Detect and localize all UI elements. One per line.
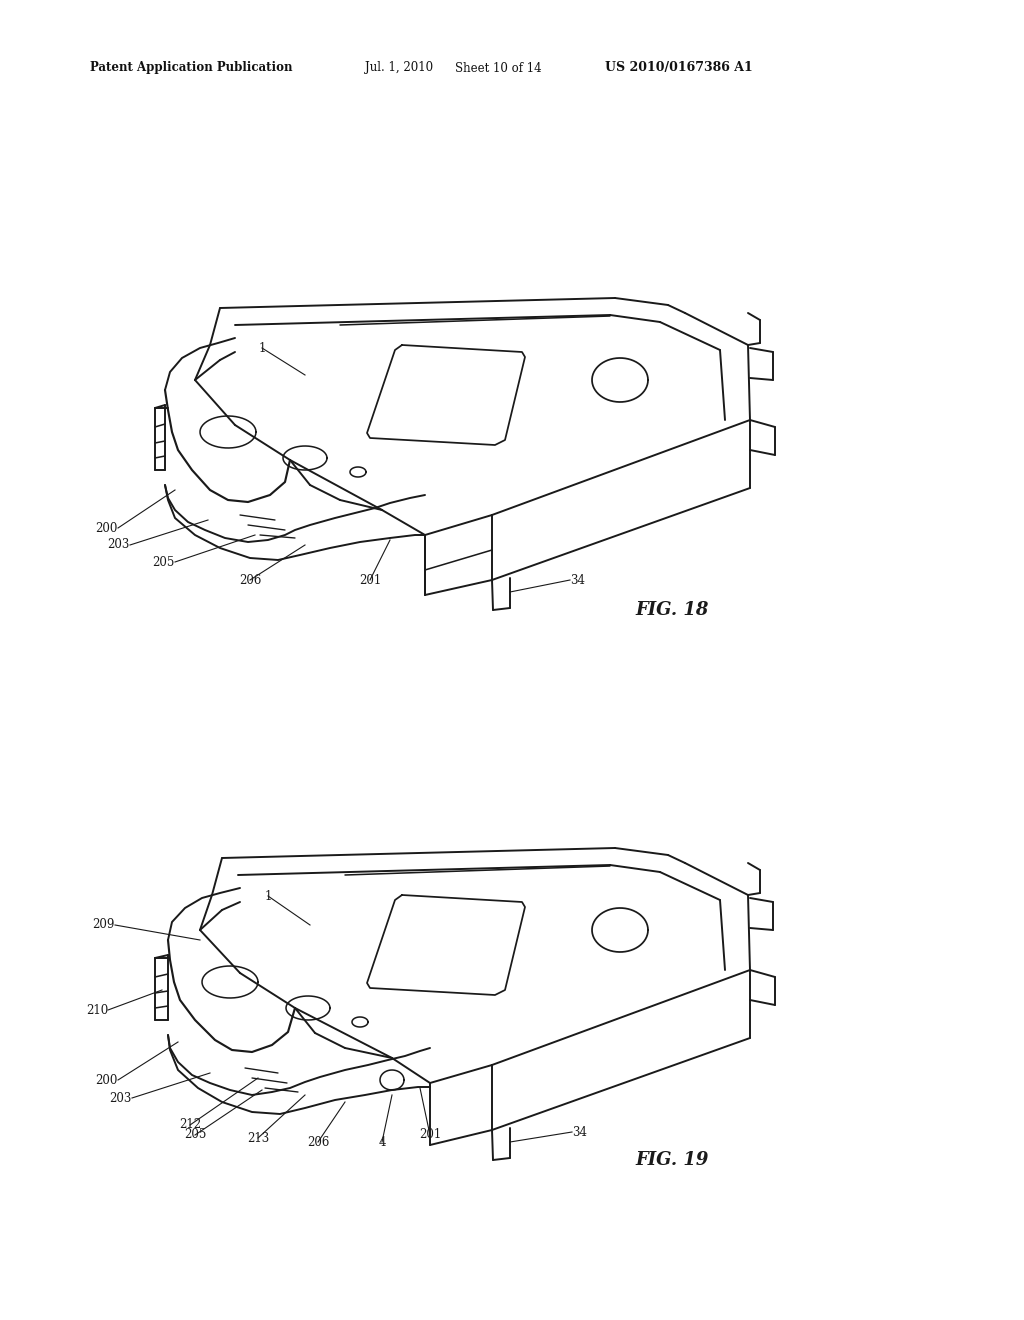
Text: 201: 201: [419, 1129, 441, 1142]
Text: 200: 200: [95, 521, 118, 535]
Text: 1: 1: [264, 890, 271, 903]
Text: 1: 1: [258, 342, 265, 355]
Text: 4: 4: [378, 1135, 386, 1148]
Text: 210: 210: [86, 1003, 108, 1016]
Text: 205: 205: [153, 556, 175, 569]
Text: 203: 203: [110, 1092, 132, 1105]
Text: FIG. 18: FIG. 18: [635, 601, 709, 619]
Text: 209: 209: [92, 919, 115, 932]
Text: 212: 212: [179, 1118, 201, 1131]
Text: FIG. 19: FIG. 19: [635, 1151, 709, 1170]
Text: 200: 200: [95, 1073, 118, 1086]
Text: Jul. 1, 2010: Jul. 1, 2010: [365, 62, 433, 74]
Text: 203: 203: [108, 539, 130, 552]
Text: 34: 34: [572, 1126, 587, 1138]
Text: Patent Application Publication: Patent Application Publication: [90, 62, 293, 74]
Text: 206: 206: [307, 1135, 329, 1148]
Text: 206: 206: [239, 573, 261, 586]
Text: 205: 205: [184, 1129, 206, 1142]
Text: Sheet 10 of 14: Sheet 10 of 14: [455, 62, 542, 74]
Text: 213: 213: [247, 1131, 269, 1144]
Text: US 2010/0167386 A1: US 2010/0167386 A1: [605, 62, 753, 74]
Text: 201: 201: [358, 573, 381, 586]
Text: 34: 34: [570, 573, 585, 586]
